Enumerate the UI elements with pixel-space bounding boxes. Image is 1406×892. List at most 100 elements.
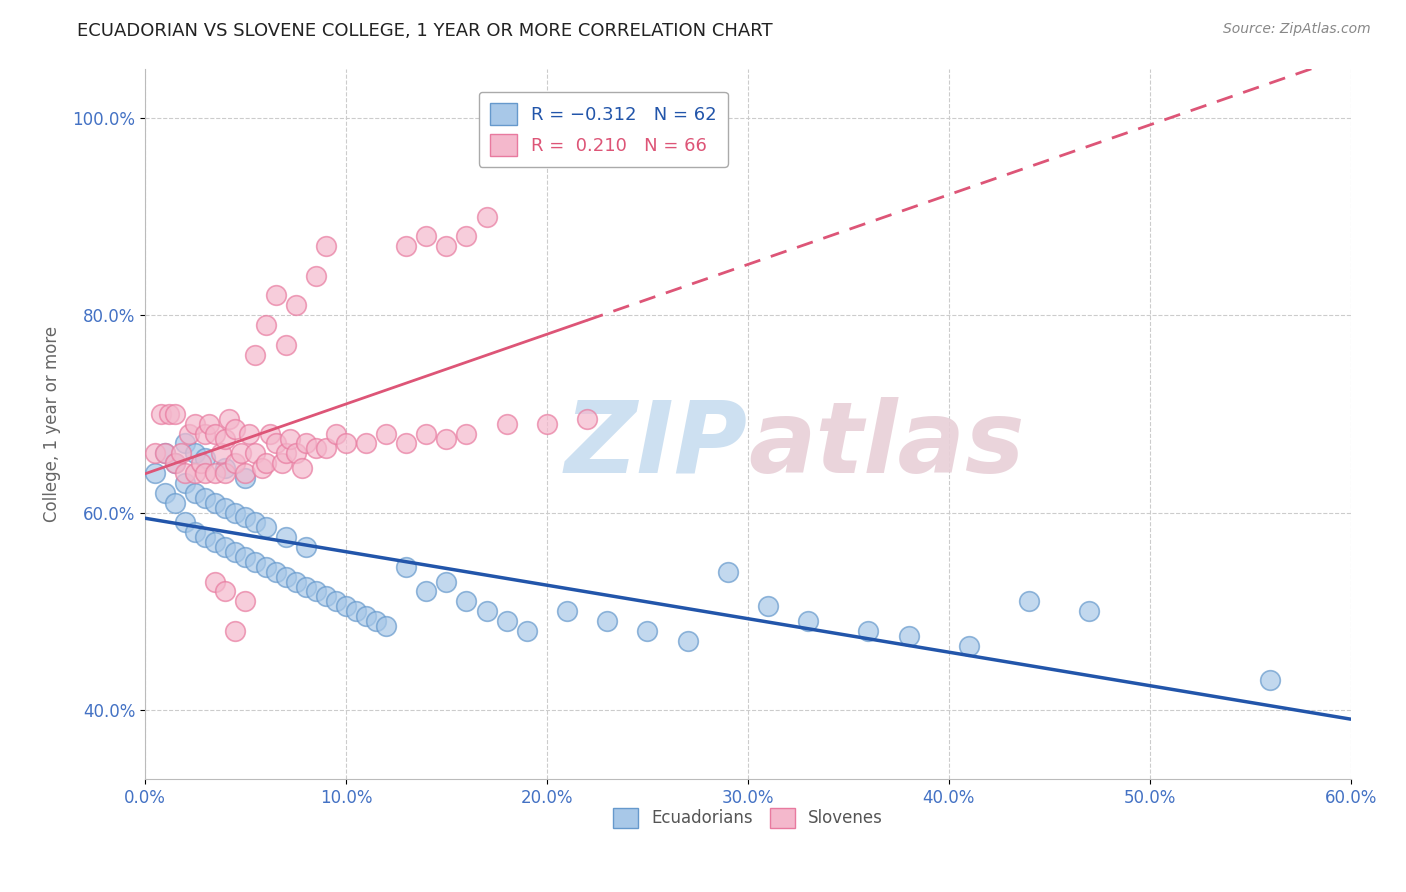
- Point: [395, 559, 418, 574]
- Point: [270, 456, 292, 470]
- Point: [204, 535, 226, 549]
- Point: [179, 426, 201, 441]
- Point: [143, 466, 166, 480]
- Point: [536, 417, 558, 431]
- Point: [214, 461, 236, 475]
- Point: [254, 559, 277, 574]
- Point: [157, 407, 180, 421]
- Point: [254, 456, 277, 470]
- Point: [170, 446, 193, 460]
- Point: [636, 624, 658, 638]
- Point: [344, 604, 367, 618]
- Point: [165, 456, 187, 470]
- Point: [415, 584, 437, 599]
- Point: [165, 496, 187, 510]
- Point: [194, 426, 217, 441]
- Point: [335, 436, 357, 450]
- Point: [245, 446, 267, 460]
- Point: [254, 318, 277, 332]
- Point: [325, 426, 347, 441]
- Point: [434, 239, 457, 253]
- Point: [284, 298, 307, 312]
- Point: [495, 417, 517, 431]
- Point: [335, 599, 357, 614]
- Point: [415, 229, 437, 244]
- Point: [284, 574, 307, 589]
- Point: [245, 555, 267, 569]
- Point: [254, 520, 277, 534]
- Point: [897, 629, 920, 643]
- Point: [555, 604, 578, 618]
- Point: [184, 466, 207, 480]
- Point: [264, 436, 287, 450]
- Point: [153, 446, 176, 460]
- Point: [235, 471, 257, 485]
- Point: [235, 594, 257, 608]
- Point: [264, 565, 287, 579]
- Point: [194, 466, 217, 480]
- Point: [224, 456, 246, 470]
- Point: [218, 411, 240, 425]
- Point: [250, 461, 273, 475]
- Point: [315, 239, 337, 253]
- Point: [364, 614, 387, 628]
- Point: [194, 491, 217, 505]
- Point: [274, 446, 297, 460]
- Point: [274, 338, 297, 352]
- Point: [153, 485, 176, 500]
- Point: [305, 268, 328, 283]
- Point: [231, 446, 253, 460]
- Point: [165, 456, 187, 470]
- Point: [204, 466, 226, 480]
- Point: [294, 540, 316, 554]
- Point: [235, 549, 257, 564]
- Point: [305, 584, 328, 599]
- Point: [676, 633, 699, 648]
- Legend: Ecuadorians, Slovenes: Ecuadorians, Slovenes: [606, 801, 890, 835]
- Point: [214, 584, 236, 599]
- Point: [224, 624, 246, 638]
- Point: [858, 624, 880, 638]
- Point: [264, 288, 287, 302]
- Text: ECUADORIAN VS SLOVENE COLLEGE, 1 YEAR OR MORE CORRELATION CHART: ECUADORIAN VS SLOVENE COLLEGE, 1 YEAR OR…: [77, 22, 773, 40]
- Point: [456, 229, 478, 244]
- Point: [375, 619, 398, 633]
- Point: [143, 446, 166, 460]
- Point: [204, 574, 226, 589]
- Point: [245, 348, 267, 362]
- Text: ZIP: ZIP: [565, 397, 748, 493]
- Point: [184, 417, 207, 431]
- Point: [194, 530, 217, 544]
- Point: [184, 485, 207, 500]
- Point: [797, 614, 820, 628]
- Point: [395, 239, 418, 253]
- Point: [274, 569, 297, 583]
- Point: [1078, 604, 1101, 618]
- Point: [434, 432, 457, 446]
- Point: [235, 510, 257, 524]
- Point: [174, 475, 197, 490]
- Point: [315, 590, 337, 604]
- Point: [214, 540, 236, 554]
- Point: [475, 210, 498, 224]
- Point: [516, 624, 538, 638]
- Point: [294, 580, 316, 594]
- Point: [235, 466, 257, 480]
- Point: [224, 422, 246, 436]
- Point: [190, 456, 212, 470]
- Point: [756, 599, 779, 614]
- Point: [204, 496, 226, 510]
- Point: [325, 594, 347, 608]
- Point: [165, 407, 187, 421]
- Point: [224, 545, 246, 559]
- Point: [415, 426, 437, 441]
- Point: [305, 442, 328, 456]
- Point: [596, 614, 619, 628]
- Point: [291, 461, 314, 475]
- Point: [315, 442, 337, 456]
- Point: [375, 426, 398, 441]
- Point: [209, 446, 232, 460]
- Point: [214, 466, 236, 480]
- Point: [153, 446, 176, 460]
- Point: [717, 565, 740, 579]
